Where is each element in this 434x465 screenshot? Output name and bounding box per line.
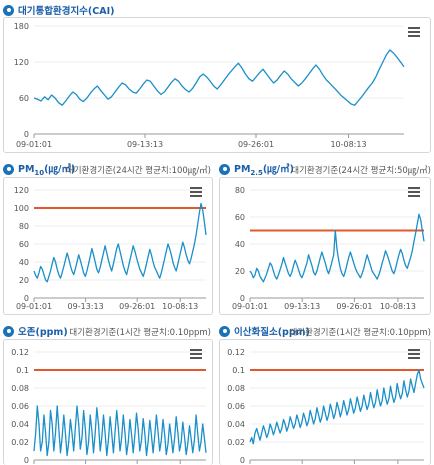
no2-series-line (249, 369, 425, 445)
ozone-ytick-label: 0.02 (11, 438, 29, 447)
cai-xtick-label: 09-13:13 (127, 140, 163, 149)
cai-series-line (33, 49, 405, 106)
pm10-ytick-label: 40 (19, 258, 29, 267)
pm10-xtick-label: 09-13:13 (68, 302, 104, 311)
pm10-xtick-label: 10-08:13 (162, 302, 198, 311)
bullet-icon (3, 163, 14, 175)
pm10-ytick-label: 0 (24, 294, 29, 303)
ozone-title: 오존(ppm) (18, 327, 68, 338)
cai-xtick-label: 09-01:01 (16, 140, 52, 149)
pm25-chart: 0 20 40 60 80 09-01:01 09-13:13 09-26:01 10-08:1… (219, 177, 431, 315)
ozone-ytick-label: 0.08 (11, 384, 29, 393)
ozone-ytick-label: 0.04 (11, 420, 29, 429)
no2-ytick-label: 0.02 (227, 438, 245, 447)
bullet-icon (3, 4, 14, 16)
ozone-ytick-label: 0 (24, 456, 29, 465)
pm25-ytick-label: 80 (235, 186, 245, 195)
ozone-ytick-label: 0.1 (16, 366, 29, 375)
pm10-ytick-label: 120 (14, 186, 29, 195)
ozone-panel-header: 오존(ppm) (3, 323, 68, 339)
pm25-xtick-label: 09-13:13 (284, 302, 320, 311)
no2-ytick-label: 0.08 (227, 384, 245, 393)
pm10-panel-header: PM10(㎍/㎥) (3, 161, 75, 177)
cai-chart-svg: 0 60 120 180 09-01:01 09-13:13 09-26:01 10-08:1… (14, 22, 405, 149)
no2-title: 이산화질소(ppm) (234, 327, 310, 338)
cai-ytick-label: 120 (14, 58, 29, 67)
no2-ytick-label: 0.06 (227, 402, 245, 411)
pm25-ytick-label: 40 (235, 240, 245, 249)
pm25-xtick-label: 09-01:01 (232, 302, 268, 311)
pm25-xtick-label: 09-26:01 (336, 302, 372, 311)
no2-ytick-label: 0.04 (227, 420, 245, 429)
cai-panel-header: 대기통합환경지수(CAI) (3, 2, 114, 18)
no2-menu-icon[interactable] (408, 349, 420, 359)
pm10-standard: 대기환경기준(24시간 평균치:100㎍/㎥) (65, 166, 211, 176)
pm10-ytick-label: 60 (19, 240, 29, 249)
pm10-series-line (33, 202, 207, 283)
ozone-chart: 0 0.02 0.04 0.06 0.08 0.1 0.12 (3, 339, 213, 465)
pm25-ytick-label: 0 (240, 294, 245, 303)
pm10-chart: 0 20 40 60 80 100 120 09-01:01 09-13:13 09-26:01 1… (3, 177, 213, 315)
ozone-menu-icon[interactable] (190, 349, 202, 359)
no2-ytick-label: 0.12 (227, 348, 245, 357)
pm25-menu-icon[interactable] (408, 187, 420, 197)
pm25-chart-svg: 0 20 40 60 80 09-01:01 09-13:13 09-26:01 10-08:1… (232, 186, 425, 311)
pm10-ytick-label: 100 (14, 204, 29, 213)
pm10-menu-icon[interactable] (190, 187, 202, 197)
no2-standard: 대기환경기준(1시간 평균치:0.10ppm) (289, 328, 431, 338)
pm10-xtick-label: 09-26:01 (119, 302, 155, 311)
cai-chart: 0 60 120 180 09-01:01 09-13:13 09-26:01 10-08:1… (3, 17, 431, 153)
pm25-xtick-label: 10-08:13 (380, 302, 416, 311)
cai-ytick-label: 60 (19, 94, 29, 103)
no2-ytick-label: 0 (240, 456, 245, 465)
ozone-standard: 대기환경기준(1시간 평균치:0.10ppm) (69, 328, 211, 338)
ozone-ytick-label: 0.06 (11, 402, 29, 411)
pm10-title: PM10(㎍/㎥) (18, 164, 76, 177)
no2-chart-svg: 0 0.02 0.04 0.06 0.08 0.1 0.12 (227, 348, 425, 465)
pm10-ytick-label: 20 (19, 276, 29, 285)
pm25-panel-header: PM2.5(㎍/㎥) (219, 161, 294, 177)
cai-title: 대기통합환경지수(CAI) (18, 6, 115, 17)
no2-panel-header: 이산화질소(ppm) (219, 323, 310, 339)
pm10-xtick-label: 09-01:01 (16, 302, 52, 311)
cai-menu-icon[interactable] (408, 27, 420, 37)
bullet-icon (219, 325, 230, 337)
ozone-chart-svg: 0 0.02 0.04 0.06 0.08 0.1 0.12 (11, 348, 207, 465)
cai-ytick-label: 0 (24, 130, 29, 139)
pm25-standard: 대기환경기준(24시간 평균치:50㎍/㎥) (291, 166, 431, 176)
cai-xtick-label: 09-26:01 (238, 140, 274, 149)
bullet-icon (3, 325, 14, 337)
pm25-title: PM2.5(㎍/㎥) (234, 164, 294, 177)
pm10-ytick-label: 80 (19, 222, 29, 231)
ozone-series-line (33, 405, 207, 457)
pm25-ytick-label: 60 (235, 213, 245, 222)
cai-xtick-label: 10-08:13 (330, 140, 366, 149)
bullet-icon (219, 163, 230, 175)
pm25-ytick-label: 20 (235, 267, 245, 276)
no2-chart: 0 0.02 0.04 0.06 0.08 0.1 0.12 (219, 339, 431, 465)
pm25-series-line (249, 213, 425, 283)
pm10-chart-svg: 0 20 40 60 80 100 120 09-01:01 09-13:13 09-26:01 1… (14, 186, 207, 311)
ozone-ytick-label: 0.12 (11, 348, 29, 357)
no2-ytick-label: 0.1 (232, 366, 245, 375)
cai-ytick-label: 180 (14, 22, 29, 31)
